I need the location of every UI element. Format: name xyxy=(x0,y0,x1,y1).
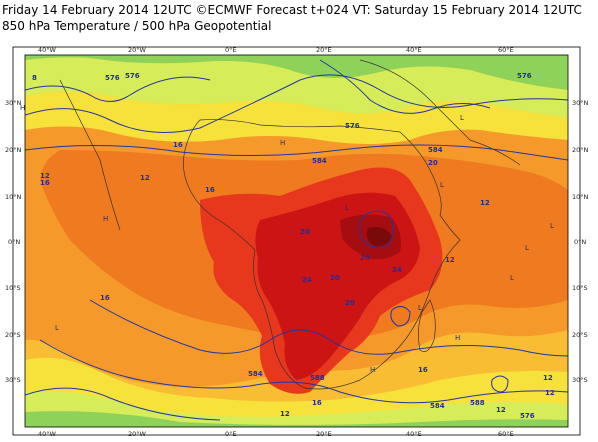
chart-title: Friday 14 February 2014 12UTC ©ECMWF For… xyxy=(2,3,582,17)
temperature-field xyxy=(25,55,568,427)
lon-tick-top: 0°E xyxy=(225,46,237,54)
contour-label: 12 xyxy=(543,374,553,382)
pressure-marker: L xyxy=(510,274,514,282)
lat-tick-left: 0°N xyxy=(8,238,20,246)
pressure-marker: L xyxy=(418,304,422,312)
contour-label: 576 xyxy=(105,74,120,82)
lon-tick-top: 20°E xyxy=(316,46,332,54)
geopotential-contours xyxy=(25,59,568,421)
contour-label: 588 xyxy=(310,374,325,382)
lon-tick-bottom: 20°E xyxy=(316,430,332,438)
lat-tick-left: 30°S xyxy=(5,376,21,384)
contour-label: 20 xyxy=(428,159,438,167)
contour-label: 24 xyxy=(302,276,312,284)
contour-label: 20 xyxy=(300,228,310,236)
contour-label: 584 xyxy=(312,157,327,165)
lon-tick-top: 40°W xyxy=(38,46,57,54)
lat-ticks-left: 30°N 20°N 10°N 0°N 10°S 20°S 30°S xyxy=(5,99,22,384)
contour-labels: 16 12 20 24 20 12 16 16 16 20 12 12 20 2… xyxy=(32,72,555,420)
chart-subtitle: 850 hPa Temperature / 500 hPa Geopotenti… xyxy=(2,19,272,33)
pressure-marker: L xyxy=(345,204,349,212)
pressure-marker: H xyxy=(370,366,375,374)
lon-tick-top: 40°E xyxy=(406,46,422,54)
contour-label: 16 xyxy=(100,294,110,302)
temp-band-south-yellow xyxy=(25,391,568,427)
lon-ticks-bottom: 40°W 20°W 0°E 20°E 40°E 60°E xyxy=(38,430,514,438)
temp-band-south-green xyxy=(25,411,568,427)
pressure-marker: L xyxy=(460,114,464,122)
contour-label: 20 xyxy=(330,274,340,282)
contour-label: 24 xyxy=(392,266,402,274)
lon-tick-top: 20°W xyxy=(128,46,147,54)
lat-tick-left: 20°N xyxy=(5,146,22,154)
pressure-marker: L xyxy=(550,222,554,230)
pressure-markers: H H L L L L H L L H L L H xyxy=(20,104,554,374)
contour-label: 584 xyxy=(430,402,445,410)
lon-tick-top: 60°E xyxy=(498,46,514,54)
pressure-marker: H xyxy=(280,139,285,147)
lat-ticks-right: 30°N 20°N 10°N 0°N 10°S 20°S 30°S xyxy=(572,99,589,384)
lat-tick-right: 10°N xyxy=(572,193,589,201)
lon-tick-bottom: 20°W xyxy=(128,430,147,438)
contour-label: 16 xyxy=(312,399,322,407)
contour-label: 8 xyxy=(32,74,37,82)
lat-tick-right: 20°S xyxy=(572,331,588,339)
lat-tick-left: 10°S xyxy=(5,284,21,292)
temp-band-north-green xyxy=(25,55,568,90)
contour-label: 16 xyxy=(40,179,50,187)
map-inner-frame xyxy=(24,54,569,428)
lon-tick-bottom: 40°W xyxy=(38,430,57,438)
lat-tick-left: 10°N xyxy=(5,193,22,201)
contour-label: 16 xyxy=(205,186,215,194)
lon-tick-bottom: 40°E xyxy=(406,430,422,438)
contour-label: 12 xyxy=(280,410,290,418)
contour-label: 576 xyxy=(520,412,535,420)
lat-tick-right: 30°S xyxy=(572,376,588,384)
contour-label: 588 xyxy=(470,399,485,407)
lon-tick-bottom: 60°E xyxy=(498,430,514,438)
contour-label: 12 xyxy=(140,174,150,182)
contour-label: 12 xyxy=(480,199,490,207)
contour-label: 576 xyxy=(345,122,360,130)
lat-tick-right: 30°N xyxy=(572,99,589,107)
pressure-marker: L xyxy=(525,244,529,252)
lon-ticks-top: 40°W 20°W 0°E 20°E 40°E 60°E xyxy=(38,46,514,54)
lat-tick-left: 30°N xyxy=(5,99,22,107)
contour-label: 20 xyxy=(345,299,355,307)
contour-label: 16 xyxy=(418,366,428,374)
temp-band-north-gold xyxy=(25,91,568,144)
lat-tick-right: 10°S xyxy=(572,284,588,292)
contour-label: 12 xyxy=(445,256,455,264)
contour-label: 584 xyxy=(248,370,263,378)
contour-label: 584 xyxy=(428,146,443,154)
pressure-marker: L xyxy=(440,181,444,189)
pressure-marker: L xyxy=(55,324,59,332)
pressure-marker: H xyxy=(20,104,25,112)
contour-label: 12 xyxy=(545,389,555,397)
coastlines xyxy=(59,59,521,390)
pressure-marker: H xyxy=(103,215,108,223)
pressure-marker: H xyxy=(455,334,460,342)
contour-label: 12 xyxy=(496,406,506,414)
lat-tick-right: 0°N xyxy=(574,238,586,246)
lat-tick-right: 20°N xyxy=(572,146,589,154)
temp-band-core xyxy=(366,227,392,247)
lat-tick-left: 20°S xyxy=(5,331,21,339)
lon-tick-bottom: 0°E xyxy=(225,430,237,438)
temp-band-north-yellow xyxy=(25,57,568,118)
contour-label: 16 xyxy=(173,141,183,149)
contour-label: 12 xyxy=(40,172,50,180)
contour-label: 576 xyxy=(517,72,532,80)
contour-label: 576 xyxy=(125,72,140,80)
contour-label: 20 xyxy=(360,254,370,262)
map-outer-frame xyxy=(12,46,581,436)
